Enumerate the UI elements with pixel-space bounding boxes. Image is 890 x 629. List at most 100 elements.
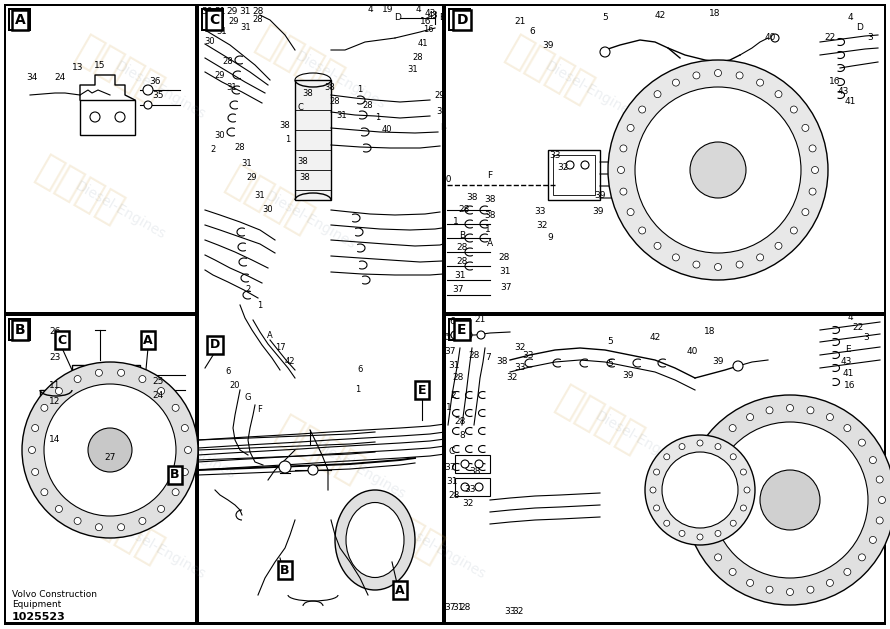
Circle shape (756, 254, 764, 261)
Text: 13: 13 (72, 64, 84, 72)
Text: 43: 43 (428, 11, 438, 21)
Text: 28: 28 (458, 206, 470, 214)
Circle shape (747, 579, 754, 586)
Circle shape (105, 376, 117, 388)
Text: 6: 6 (225, 367, 231, 377)
Text: 1: 1 (257, 301, 263, 309)
Ellipse shape (335, 490, 415, 590)
Circle shape (690, 142, 746, 198)
Circle shape (664, 520, 670, 526)
Circle shape (184, 447, 191, 454)
Circle shape (673, 79, 679, 86)
Text: 紫发动力: 紫发动力 (700, 460, 800, 540)
Text: 1: 1 (358, 86, 362, 94)
Circle shape (766, 586, 773, 593)
Circle shape (464, 331, 472, 339)
Text: 42: 42 (654, 11, 666, 21)
Circle shape (715, 530, 721, 537)
Bar (60, 430, 152, 445)
Text: 28: 28 (498, 253, 510, 262)
Text: 41: 41 (842, 369, 854, 379)
Circle shape (41, 489, 48, 496)
Text: 33: 33 (514, 364, 526, 372)
Circle shape (787, 404, 794, 411)
Text: Diesel-Engines: Diesel-Engines (312, 438, 408, 501)
Text: 28: 28 (222, 57, 233, 67)
Circle shape (679, 443, 685, 450)
Text: 3: 3 (867, 33, 873, 43)
Circle shape (55, 387, 62, 394)
Circle shape (693, 72, 700, 79)
Text: A: A (14, 13, 26, 27)
Text: C: C (449, 447, 455, 457)
Circle shape (90, 112, 100, 122)
Text: 22: 22 (853, 323, 863, 333)
Circle shape (620, 188, 627, 195)
Circle shape (685, 395, 890, 605)
Text: Equipment: Equipment (12, 600, 61, 609)
Text: 23: 23 (49, 353, 61, 362)
Text: Diesel-Engines: Diesel-Engines (72, 179, 167, 242)
Circle shape (28, 447, 36, 454)
Circle shape (662, 452, 738, 528)
Text: G: G (443, 333, 450, 343)
Text: 37: 37 (444, 347, 456, 357)
Text: D: D (394, 13, 401, 23)
Text: 紫发动力: 紫发动力 (70, 490, 170, 570)
Text: 紫发动力: 紫发动力 (650, 90, 750, 170)
Circle shape (654, 91, 661, 97)
Circle shape (581, 161, 589, 169)
Text: 38: 38 (325, 84, 336, 92)
Circle shape (704, 537, 710, 543)
Text: 5: 5 (603, 13, 608, 23)
Text: 紫发动力: 紫发动力 (250, 20, 350, 100)
Text: 11: 11 (49, 381, 61, 389)
Circle shape (143, 85, 153, 95)
Bar (553, 155, 595, 195)
Text: Volvo Construction: Volvo Construction (12, 590, 97, 599)
Text: C: C (209, 13, 219, 27)
Text: 31: 31 (216, 28, 227, 36)
Text: 39: 39 (542, 40, 554, 50)
Text: 29: 29 (214, 70, 225, 79)
Text: 37: 37 (444, 603, 456, 613)
Circle shape (697, 534, 703, 540)
Text: 36: 36 (150, 77, 161, 87)
Text: 33: 33 (549, 150, 561, 160)
Circle shape (627, 125, 634, 131)
Text: 紫发动力: 紫发动力 (270, 410, 370, 490)
Text: 28: 28 (235, 143, 246, 152)
Circle shape (74, 376, 81, 382)
Circle shape (88, 428, 132, 472)
Text: Diesel-Engines: Diesel-Engines (112, 58, 207, 121)
Circle shape (870, 457, 877, 464)
Text: Diesel-Engines: Diesel-Engines (392, 518, 488, 582)
Circle shape (712, 422, 868, 578)
Text: 38: 38 (300, 174, 311, 182)
Circle shape (715, 443, 721, 450)
Circle shape (736, 261, 743, 268)
Circle shape (802, 125, 809, 131)
Text: 32: 32 (514, 343, 526, 352)
Circle shape (55, 506, 62, 513)
Circle shape (744, 487, 750, 493)
Text: Diesel-Engines: Diesel-Engines (112, 518, 207, 582)
Text: D: D (457, 13, 468, 27)
Text: 30: 30 (263, 206, 273, 214)
Text: 1: 1 (485, 226, 491, 235)
Text: B: B (15, 323, 25, 337)
Circle shape (95, 524, 102, 531)
Circle shape (730, 454, 736, 460)
Text: 40: 40 (686, 347, 698, 357)
Text: 31: 31 (449, 360, 460, 369)
Text: 31: 31 (240, 23, 251, 33)
Circle shape (639, 227, 645, 234)
Text: Diesel-Engines: Diesel-Engines (692, 118, 788, 182)
Text: 31: 31 (437, 108, 448, 116)
Text: 28: 28 (253, 16, 263, 25)
Circle shape (95, 369, 102, 376)
Text: A: A (267, 330, 273, 340)
Circle shape (139, 376, 146, 382)
Text: 6: 6 (530, 28, 535, 36)
Text: 31: 31 (214, 8, 226, 16)
